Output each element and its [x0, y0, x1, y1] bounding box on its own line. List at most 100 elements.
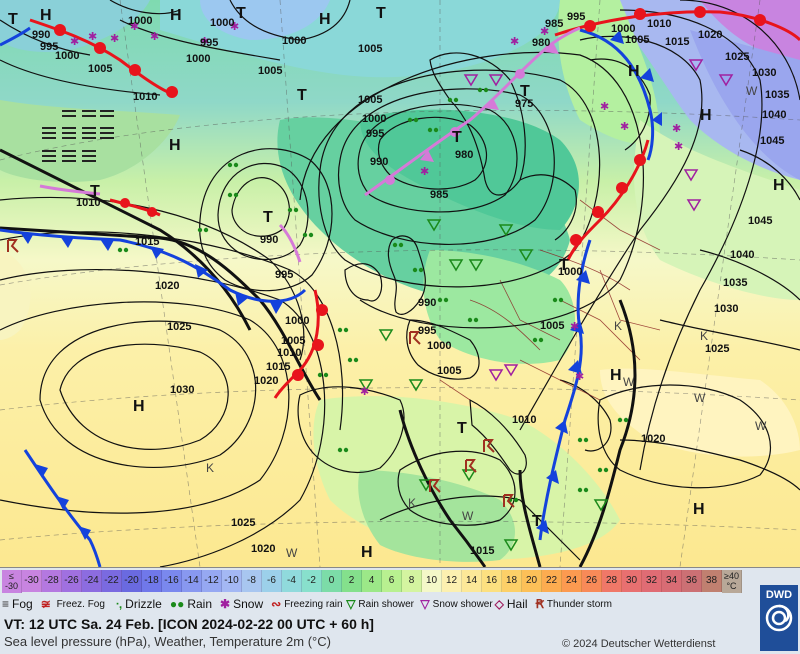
weather-legend-label: Drizzle: [125, 597, 162, 611]
weather-legend-label: Snow shower: [432, 598, 493, 610]
warm-front-3-bumps: [584, 6, 766, 32]
pressure-label: 985: [545, 18, 563, 30]
weather-legend-label: Snow: [233, 597, 264, 611]
pressure-label: 1045: [748, 215, 772, 227]
temperature-scale-cell: 28: [602, 570, 622, 592]
parameters-label: Sea level pressure (hPa), Weather, Tempe…: [4, 634, 331, 649]
temperature-scale-cell: 8: [402, 570, 422, 592]
svg-text:✱: ✱: [88, 30, 97, 43]
temperature-scale-cell: -8: [242, 570, 262, 592]
pressure-label: 1000: [55, 50, 79, 62]
isobars: [0, 0, 800, 567]
weather-legend-label: Rain shower: [358, 598, 415, 610]
low-center: T: [8, 11, 18, 28]
weather-legend: ≡ Fog ≆ Freez. Fog ᐧ, Drizzle ●● Rain ✱ Snow ∾ Free…: [2, 593, 760, 615]
weather-symbol-icon: ≡: [2, 597, 10, 611]
pressure-label: 995: [567, 11, 585, 23]
temperature-scale-cell: -12: [202, 570, 222, 592]
warm-front-2-bumps: [292, 304, 328, 381]
warm-front-1-bumps: [54, 24, 178, 98]
occluded-front-1-marks: [385, 42, 559, 185]
graticule: [0, 0, 800, 567]
weather-legend-item: ✱ Snow: [220, 597, 263, 611]
pressure-label: 990: [370, 156, 388, 168]
legend-panel: ≤ -30 -30 -28 -26 -24 -22 -20 -18 -16 -14 -12 -10 -8…: [0, 567, 800, 654]
weather-mark: W: [746, 84, 758, 98]
weather-mark: K: [614, 319, 622, 333]
snow-symbols: ✱ ✱ ✱ ✱ ✱ ✱ ✱ ✱ ✱ ✱ ✱ ✱ ✱ ✱ ✱ ✱ ✱: [70, 20, 683, 398]
high-center: H: [700, 107, 712, 124]
svg-text:✱: ✱: [360, 385, 369, 398]
weather-mark: K: [700, 329, 708, 343]
temperature-scale-cell: 22: [542, 570, 562, 592]
pressure-label: 980: [532, 37, 550, 49]
temperature-scale-cell: -20: [122, 570, 142, 592]
low-center: T: [520, 83, 530, 100]
pressure-label: 980: [455, 149, 473, 161]
weather-symbol-icon: ◇: [494, 597, 504, 611]
warm-front-5-bumps: [120, 198, 157, 217]
pressure-label: 1015: [135, 236, 159, 248]
svg-text:✱: ✱: [570, 320, 579, 333]
low-center: T: [532, 513, 542, 530]
occluded-front-2: [39, 184, 101, 196]
weather-mark: W: [462, 509, 474, 523]
high-center: H: [361, 544, 373, 561]
temperature-scale-cell: ≥40 °C: [722, 570, 742, 593]
pressure-label: 1005: [358, 43, 382, 55]
pressure-label: 995: [366, 128, 384, 140]
temperature-scale-cell: 14: [462, 570, 482, 592]
fog-symbols: [42, 110, 114, 162]
weather-symbol-icon: ᐧ,: [115, 597, 123, 611]
temperature-scale-cell: 6: [382, 570, 402, 592]
pressure-label: 1035: [723, 277, 747, 289]
pressure-label: 990: [260, 234, 278, 246]
cold-front-5: [0, 26, 31, 47]
weather-legend-label: Freezing rain: [284, 598, 343, 610]
pressure-label: 1020: [251, 543, 275, 555]
low-center: T: [559, 257, 569, 274]
weather-symbol-icon: ∾: [271, 597, 282, 611]
front-line-black-3: [398, 409, 487, 567]
cold-front-3: [538, 239, 592, 541]
warm-front-5: [109, 198, 161, 217]
weather-mark: W: [755, 419, 767, 433]
temperature-scale-cell: -10: [222, 570, 242, 592]
weather-marks: K K K W W W W W W K: [206, 84, 767, 560]
svg-text:✱: ✱: [540, 25, 549, 38]
svg-text:✱: ✱: [150, 30, 159, 43]
pressure-label: 1010: [512, 414, 536, 426]
high-center: H: [133, 398, 145, 415]
weather-legend-label: Rain: [187, 597, 213, 611]
pressure-label: 1000: [282, 35, 306, 47]
pressure-label: 1015: [470, 545, 494, 557]
low-center: T: [457, 420, 467, 437]
pressure-label: 1025: [705, 343, 729, 355]
cold-front-4-teeth: [610, 30, 662, 126]
pressure-label: 1025: [231, 517, 255, 529]
front-line-black-4: [518, 469, 542, 567]
svg-text:✱: ✱: [230, 20, 239, 33]
pressure-label: 1000: [427, 340, 451, 352]
weather-legend-item: ●● Rain: [170, 597, 212, 611]
pressure-labels: 1000 1000 995 1000 990 995 1000 1005 100…: [32, 11, 789, 557]
pressure-label: 1015: [266, 361, 290, 373]
svg-text:✱: ✱: [200, 35, 209, 48]
pressure-label: 1035: [765, 89, 789, 101]
temperature-scale-cell: -6: [262, 570, 282, 592]
pressure-label: 1020: [254, 375, 278, 387]
pressure-label: 995: [40, 41, 58, 53]
weather-symbol-icon: ●●: [169, 597, 185, 611]
pressure-label: 1020: [641, 433, 665, 445]
weather-legend-item: ▽ Rain shower: [346, 598, 415, 610]
low-center: T: [263, 209, 273, 226]
valid-time: VT: 12 UTC Sa. 24 Feb. [ICON 2024-02-22 …: [4, 616, 374, 632]
pressure-label: 1040: [762, 109, 786, 121]
pressure-label: 1025: [167, 321, 191, 333]
pressure-label: 985: [430, 189, 448, 201]
temperature-scale-cell: -2: [302, 570, 322, 592]
low-center: T: [376, 5, 386, 22]
temperature-scale-cell: 18: [502, 570, 522, 592]
low-center: T: [236, 5, 246, 22]
